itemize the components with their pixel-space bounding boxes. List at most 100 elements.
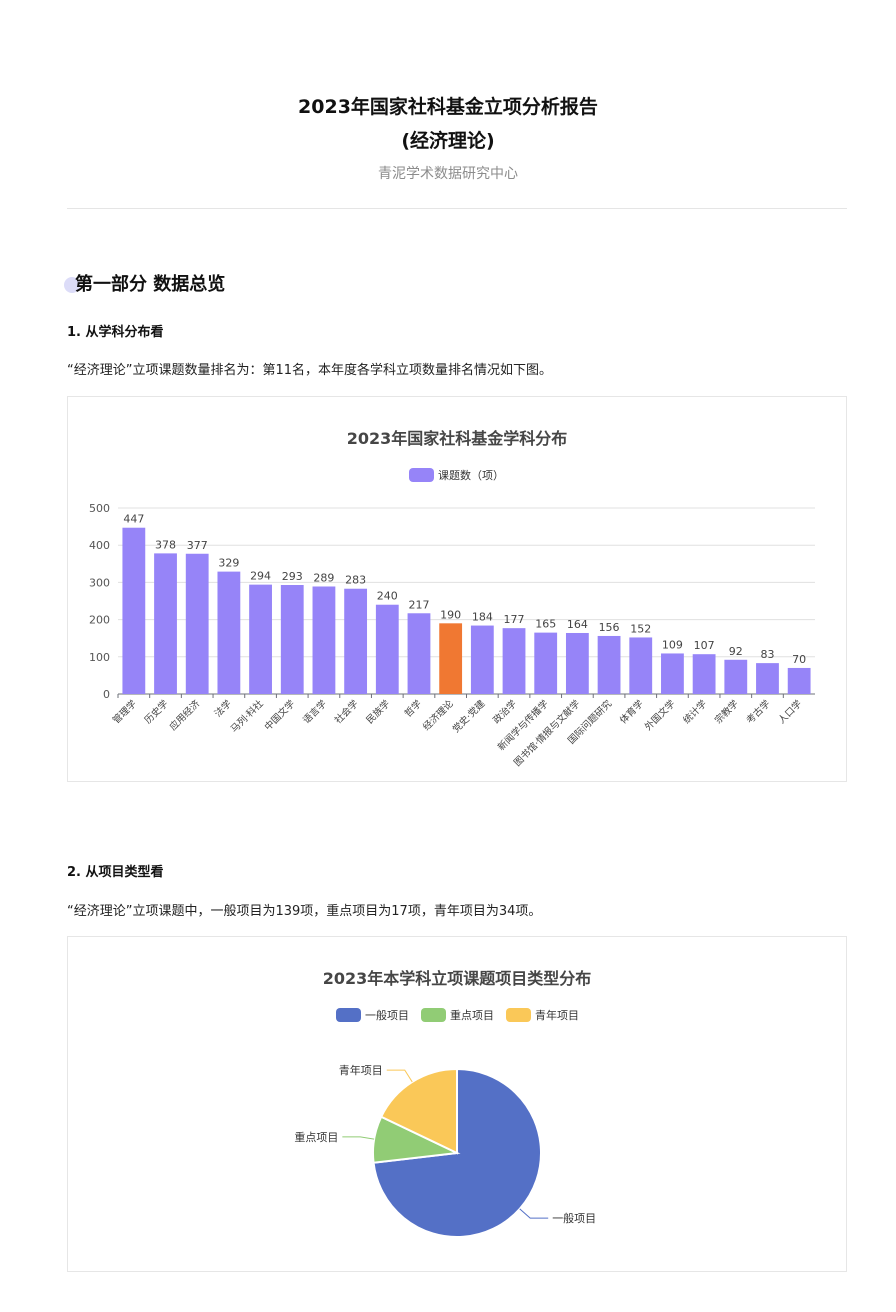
y-tick-label: 0 [103,688,110,701]
pie-slice-label: 一般项目 [552,1212,596,1225]
legend-label: 青年项目 [535,1008,579,1022]
x-tick-label: 语言学 [300,698,329,727]
x-tick-label: 民族学 [364,698,393,727]
bar-value-label: 217 [408,598,429,611]
legend-item[interactable]: 一般项目 [336,1008,409,1022]
x-tick-label: 宗教学 [712,698,741,727]
bar-value-label: 289 [313,571,334,584]
legend-item[interactable]: 重点项目 [421,1008,494,1022]
legend-label: 一般项目 [365,1009,409,1022]
bar[interactable] [597,635,621,694]
organization-name: 青泥学术数据研究中心 [378,166,518,182]
project-type-summary-text: “经济理论”立项课题中，一般项目为139项，重点项目为17项，青年项目为34项。 [67,904,542,919]
bar-chart-legend[interactable]: 课题数（项） [409,468,504,482]
bar[interactable] [787,667,811,694]
bar-chart-title: 2023年国家社科基金学科分布 [347,429,568,448]
bar-value-label: 177 [504,613,525,626]
bar-value-label: 283 [345,574,366,587]
bar-value-label: 164 [567,618,588,631]
bar-chart-container: 2023年国家社科基金学科分布课题数（项） 0 100 200 300 400 500 447… [67,396,847,782]
y-tick-label: 500 [89,502,110,515]
legend-swatch [421,1008,446,1022]
pie-slice-label: 重点项目 [294,1130,338,1144]
x-tick-label: 马列·科社 [228,697,266,735]
pie-slice-label: 青年项目 [339,1063,383,1077]
bar[interactable] [565,632,589,694]
bar-value-label: 190 [440,608,461,621]
x-tick-label: 哲学 [402,698,424,720]
x-tick-label: 应用经济 [167,697,203,733]
bar-value-label: 107 [694,639,715,652]
bar-value-label: 184 [472,611,493,624]
subsection-heading-discipline: 1. 从学科分布看 [67,325,164,340]
bar-value-label: 377 [187,539,208,552]
bar[interactable] [280,585,304,694]
pie-chart-container: 2023年本学科立项课题项目类型分布 一般项目 重点项目 青年项目 一般项目 重点项目 青年… [67,936,847,1272]
x-tick-label: 统计学 [681,698,710,727]
bar-value-label: 70 [792,653,806,666]
bar[interactable] [534,632,558,694]
bar[interactable] [692,654,716,694]
x-tick-label: 外国文学 [642,698,677,733]
bar-value-label: 83 [760,648,774,661]
bar[interactable] [312,586,336,694]
bar-value-label: 152 [630,622,651,635]
bar[interactable] [756,663,779,694]
x-tick-label: 中国文学 [262,698,297,733]
pie-label-line [519,1208,549,1219]
bar[interactable] [724,659,748,694]
bar[interactable] [375,604,399,694]
bar-value-label: 329 [218,557,239,570]
bar[interactable] [154,553,177,694]
bar-value-label: 156 [599,621,620,634]
x-tick-label: 管理学 [110,698,139,727]
pie-chart-title: 2023年本学科立项课题项目类型分布 [323,969,592,988]
page-title: 2023年国家社科基金立项分析报告 [298,96,598,118]
pie-slice[interactable] [379,1067,458,1155]
bar-value-label: 240 [377,590,398,603]
bar-value-label: 165 [535,618,556,631]
bar[interactable] [470,625,494,694]
bar[interactable] [185,553,209,694]
header-divider [67,208,847,209]
bar[interactable] [502,628,526,694]
bar[interactable] [407,613,431,694]
bar[interactable] [439,623,463,694]
x-tick-label: 体育学 [617,698,646,727]
subsection-heading-project-type: 2. 从项目类型看 [67,865,164,880]
x-tick-label: 人口学 [776,698,805,727]
bar-value-label: 92 [729,645,743,658]
x-tick-label: 考古学 [744,698,773,727]
bar[interactable] [629,637,653,694]
y-tick-label: 400 [89,539,110,552]
x-tick-label: 历史学 [142,698,171,727]
x-tick-label: 政治学 [490,698,519,727]
y-tick-label: 100 [89,651,110,664]
legend-swatch [506,1008,531,1022]
section-marker-icon [64,277,80,293]
y-tick-label: 300 [89,576,110,589]
legend-swatch [336,1008,361,1022]
discipline-summary-text: “经济理论”立项课题数量排名为：第11名，本年度各学科立项数量排名情况如下图。 [67,363,553,378]
x-tick-label: 党史·党建 [450,697,488,735]
legend-swatch [409,468,434,482]
bar-value-label: 447 [123,513,144,526]
x-tick-label: 社会学 [332,698,361,727]
bar[interactable] [217,571,241,694]
legend-item[interactable]: 青年项目 [506,1008,579,1022]
bar[interactable] [344,588,368,694]
bar-value-label: 293 [282,570,303,583]
pie-label-line [342,1136,375,1140]
legend-label: 重点项目 [450,1008,494,1022]
bar[interactable] [661,653,684,694]
page-subtitle: (经济理论) [401,130,495,152]
x-tick-label: 法学 [212,698,234,720]
legend-label: 课题数（项） [438,469,504,482]
y-tick-label: 200 [89,614,110,627]
bar[interactable] [249,584,272,694]
bar[interactable] [122,527,146,694]
bar-value-label: 378 [155,538,176,551]
pie-chart-legend[interactable]: 一般项目 重点项目 青年项目 [336,1008,579,1022]
